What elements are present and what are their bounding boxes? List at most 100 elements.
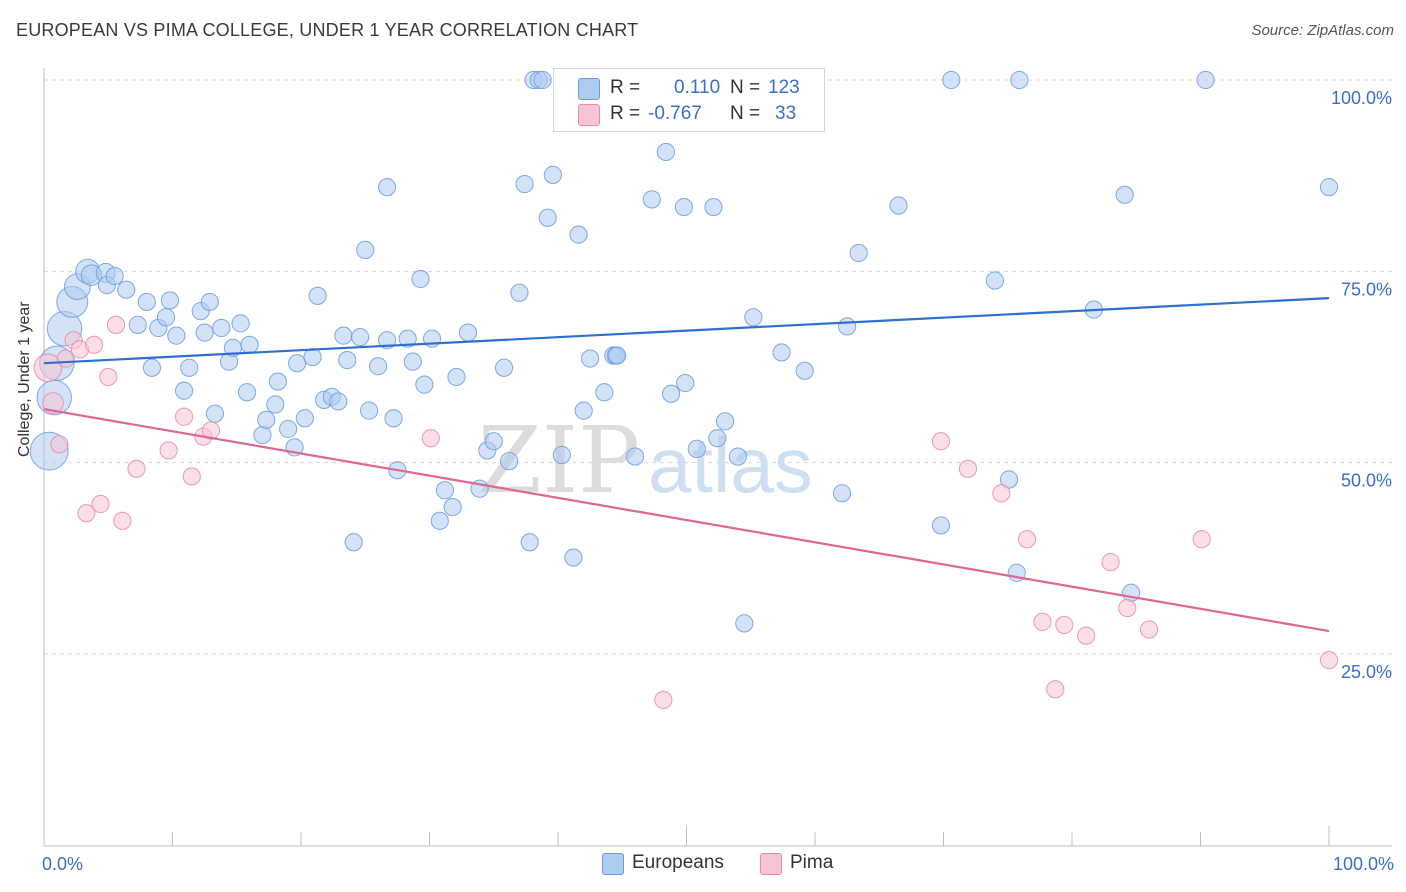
legend-swatch-europeans: [602, 853, 624, 875]
european-point: [180, 358, 199, 377]
correlation-legend: R = 0.110 N = 123 R = -0.767 N = 33: [553, 68, 825, 132]
legend-n-value: 123: [768, 77, 800, 98]
european-point: [574, 401, 593, 420]
european-point: [338, 351, 357, 370]
european-point: [543, 165, 562, 185]
legend-swatch-europeans: [578, 78, 600, 100]
pima-point: [421, 429, 440, 448]
watermark: ZIP atlas: [478, 407, 813, 514]
pima-point: [1319, 651, 1339, 670]
european-point: [351, 328, 370, 347]
legend-n-label: N =: [730, 103, 761, 124]
european-point: [237, 383, 257, 402]
european-point: [515, 174, 534, 194]
pima-point: [1046, 680, 1065, 699]
european-point: [377, 178, 397, 197]
european-point: [520, 533, 539, 552]
pima-point: [1192, 530, 1211, 549]
european-point: [360, 401, 379, 420]
european-point: [484, 432, 503, 451]
european-point: [595, 383, 614, 402]
pima-point: [113, 511, 132, 530]
european-point: [728, 447, 748, 466]
european-point: [1010, 70, 1029, 90]
european-point: [415, 375, 434, 394]
pima-point: [931, 432, 951, 451]
european-point: [279, 419, 298, 439]
legend-swatch-pima: [760, 853, 782, 875]
y-tick-label: 100.0%: [1331, 88, 1392, 108]
european-point: [411, 269, 430, 289]
european-point: [533, 70, 552, 90]
european-point: [715, 412, 735, 431]
pima-point: [159, 441, 178, 460]
pima-point: [958, 459, 978, 478]
european-point: [704, 197, 723, 217]
chart-title: EUROPEAN VS PIMA COLLEGE, UNDER 1 YEAR C…: [16, 20, 639, 40]
european-point: [849, 243, 868, 263]
european-point: [458, 323, 478, 342]
european-point: [985, 271, 1005, 290]
grid-lines: [44, 79, 1392, 655]
european-point: [142, 358, 162, 377]
pima-point: [99, 367, 118, 387]
pima-point: [91, 494, 110, 514]
pima-point: [1033, 612, 1052, 631]
european-point: [398, 329, 417, 348]
european-point: [1196, 70, 1215, 90]
x-tick-label: 0.0%: [42, 854, 83, 874]
european-point: [435, 481, 455, 500]
european-point: [795, 361, 814, 380]
pima-point: [77, 504, 96, 523]
european-point: [838, 317, 857, 336]
european-point: [708, 429, 727, 448]
pima-point: [1140, 620, 1159, 639]
pima-point: [127, 459, 146, 478]
pima-point: [992, 484, 1011, 503]
european-point: [308, 286, 327, 305]
pima-point: [201, 421, 221, 440]
legend-label-europeans: Europeans: [632, 852, 724, 873]
european-point: [443, 497, 462, 517]
pima-trend-line: [43, 408, 1330, 633]
trend-lines: [43, 297, 1330, 633]
legend-r-label: R =: [610, 77, 641, 98]
european-point: [447, 367, 466, 387]
europeans-points: [29, 70, 1339, 633]
european-point: [384, 409, 403, 428]
european-point: [569, 225, 588, 244]
european-point: [167, 326, 186, 345]
y-tick-label: 75.0%: [1341, 279, 1392, 299]
european-point: [430, 511, 449, 530]
european-point: [356, 240, 375, 260]
european-point: [581, 349, 600, 368]
pima-point: [106, 315, 126, 335]
european-point: [105, 266, 124, 286]
european-point: [676, 373, 695, 393]
european-point: [942, 70, 961, 90]
tick-labels: 25.0% 50.0% 75.0% 100.0% 0.0% 100.0%: [42, 88, 1394, 874]
x-tick-label: 100.0%: [1333, 854, 1394, 874]
european-point: [674, 197, 694, 217]
european-point: [608, 346, 627, 365]
european-point: [303, 347, 322, 367]
european-point: [832, 484, 852, 503]
european-point: [656, 142, 676, 162]
legend-r-value: -0.767: [648, 103, 702, 124]
pima-point: [174, 407, 194, 426]
european-point: [137, 292, 156, 312]
european-point: [253, 426, 272, 445]
european-point: [931, 516, 951, 535]
european-point: [295, 409, 314, 428]
european-point: [500, 452, 519, 471]
european-point: [268, 372, 287, 391]
european-point: [156, 308, 176, 327]
european-point: [687, 439, 706, 458]
european-point: [231, 314, 250, 333]
pima-point: [1077, 626, 1096, 645]
european-point: [772, 343, 791, 362]
legend-r-value: 0.110: [674, 77, 721, 98]
pima-point: [50, 435, 69, 454]
european-point: [117, 280, 136, 299]
